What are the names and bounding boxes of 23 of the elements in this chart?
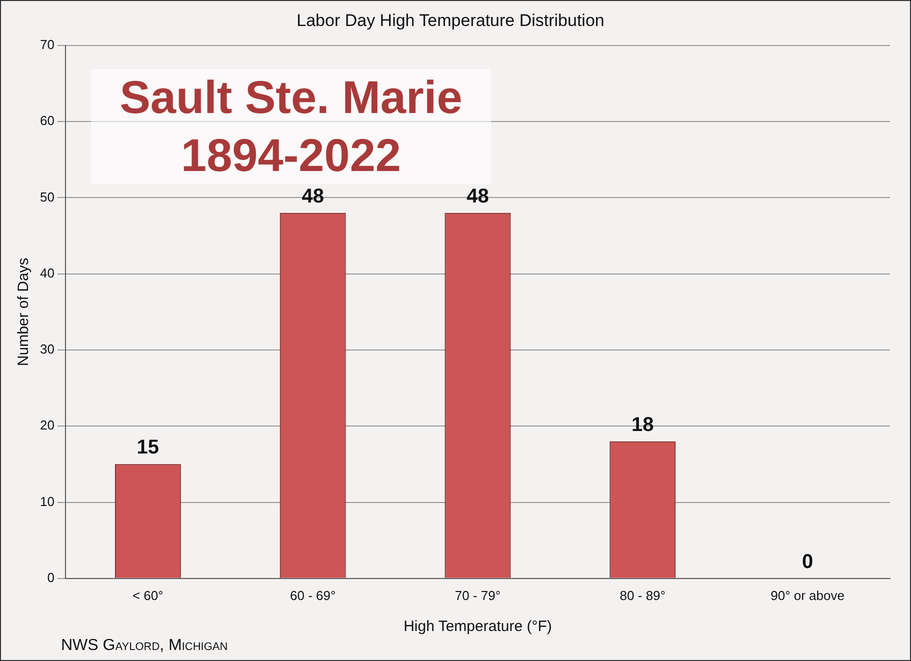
y-tick-label: 40	[40, 265, 54, 280]
x-tick-label: < 60°	[132, 588, 164, 603]
x-tick-label: 80 - 89°	[620, 588, 666, 603]
y-tick-label: 60	[40, 113, 54, 128]
y-axis-title: Number of Days	[15, 258, 32, 366]
y-tick-label: 0	[47, 570, 54, 585]
data-label: 15	[136, 436, 160, 459]
chart-title: Labor Day High Temperature Distribution	[296, 10, 604, 30]
x-tick-label: 70 - 79°	[454, 588, 501, 603]
y-tick-label: 50	[40, 189, 54, 204]
text: NWS Gaylord, Michigan	[61, 637, 228, 655]
x-tick-label: 90° or above	[770, 588, 844, 603]
y-tick-label: 70	[40, 36, 54, 52]
x-tick-label: 60 - 69°	[290, 588, 336, 603]
data-label: 18	[632, 414, 654, 436]
x-axis-title: High Temperature (°F)	[404, 618, 552, 636]
y-tick-label: 10	[40, 494, 54, 509]
data-label: 48	[466, 185, 489, 208]
data-label: 0	[802, 550, 814, 573]
text: Sault Ste. Marie 1894-2022	[91, 69, 491, 184]
data-label: 48	[302, 185, 324, 208]
y-tick-label: 30	[40, 342, 54, 357]
y-tick-label: 20	[40, 418, 54, 433]
